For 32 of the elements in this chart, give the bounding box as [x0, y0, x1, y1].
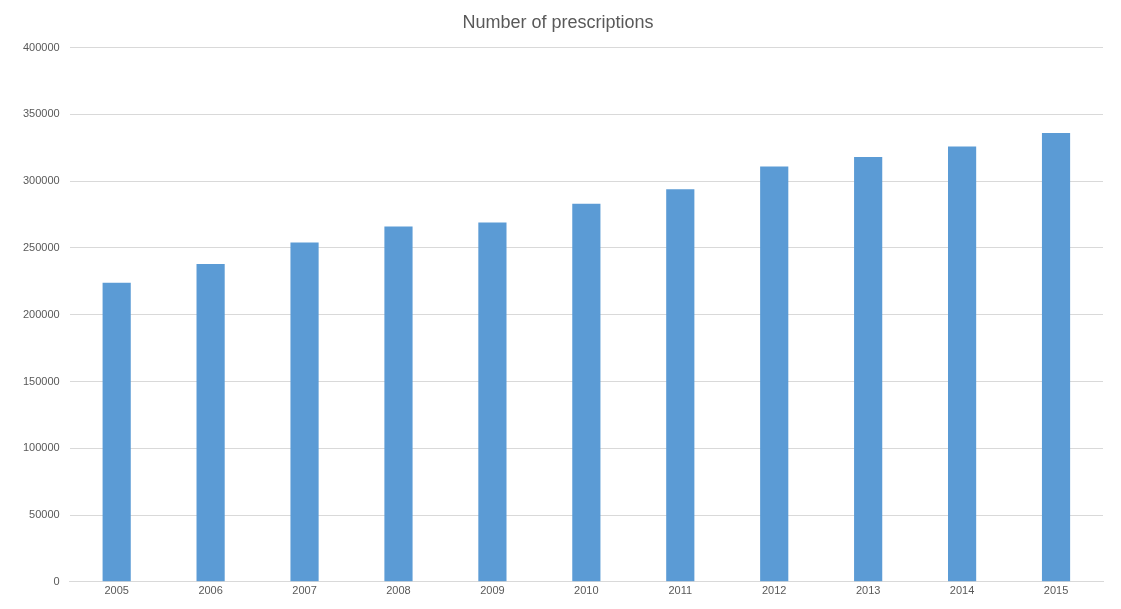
y-tick-label: 50000 [29, 508, 60, 521]
x-tick-label: 2010 [574, 584, 599, 597]
bar [760, 166, 789, 582]
bar [384, 226, 413, 582]
y-tick-label: 300000 [22, 174, 60, 187]
y-tick-label: 350000 [22, 107, 60, 120]
x-tick-label: 2008 [386, 584, 411, 597]
y-tick-label: 200000 [22, 307, 60, 320]
bar [196, 263, 225, 582]
x-tick-label: 2013 [855, 584, 881, 597]
y-tick-label: 0 [53, 574, 60, 587]
y-tick-label: 150000 [22, 374, 60, 387]
bar [478, 222, 507, 582]
x-tick-label: 2012 [761, 584, 787, 597]
x-tick-label: 2009 [480, 584, 505, 597]
x-tick-label: 2011 [668, 584, 693, 597]
y-tick-label: 400000 [22, 40, 60, 53]
y-tick-label: 100000 [22, 441, 60, 454]
bar [290, 242, 319, 582]
x-tick-label: 2015 [1043, 584, 1069, 597]
x-tick-label: 2005 [104, 584, 129, 597]
x-tick-label: 2014 [949, 584, 975, 597]
bar [102, 282, 131, 582]
bar [572, 203, 601, 582]
chart-title: Number of prescriptions [462, 11, 654, 32]
x-tick-label: 2007 [292, 584, 317, 597]
x-tick-label: 2006 [198, 584, 223, 597]
bar [1041, 133, 1071, 582]
bar [666, 189, 695, 582]
bar [948, 146, 977, 582]
bar [854, 157, 883, 582]
y-tick-label: 250000 [22, 240, 60, 253]
